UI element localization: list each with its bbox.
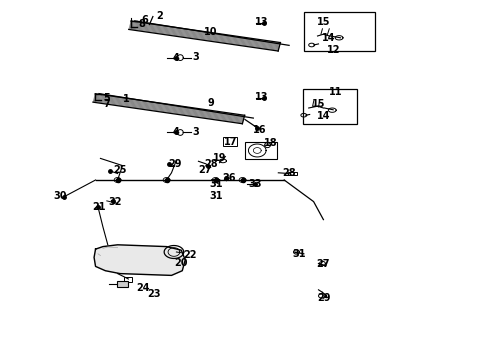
Bar xyxy=(223,137,237,146)
Text: 28: 28 xyxy=(282,168,296,178)
Text: 14: 14 xyxy=(321,33,335,43)
Text: 17: 17 xyxy=(223,137,237,147)
Text: 4: 4 xyxy=(173,53,180,63)
Text: 32: 32 xyxy=(108,197,122,207)
Text: 25: 25 xyxy=(113,165,127,175)
Text: 3: 3 xyxy=(193,52,199,62)
Bar xyxy=(124,277,132,282)
Text: 19: 19 xyxy=(213,153,226,163)
Text: 26: 26 xyxy=(222,173,236,183)
Text: 20: 20 xyxy=(174,258,188,268)
Text: 1: 1 xyxy=(123,94,130,104)
Text: 22: 22 xyxy=(183,250,197,260)
Text: 30: 30 xyxy=(53,191,67,201)
Text: 14: 14 xyxy=(317,111,330,121)
Text: 8: 8 xyxy=(139,19,146,30)
Text: 6: 6 xyxy=(141,15,148,25)
Text: 23: 23 xyxy=(147,289,161,300)
Text: 3: 3 xyxy=(193,127,199,138)
Text: 29: 29 xyxy=(318,293,331,303)
Text: 31: 31 xyxy=(210,191,223,201)
Text: 21: 21 xyxy=(92,202,106,212)
Text: 28: 28 xyxy=(204,159,218,169)
Text: 27: 27 xyxy=(198,165,212,175)
Text: 24: 24 xyxy=(136,283,150,293)
Bar xyxy=(303,89,357,124)
Text: 18: 18 xyxy=(264,138,277,148)
Text: 31: 31 xyxy=(292,249,306,259)
Text: 7: 7 xyxy=(103,99,110,109)
Text: 15: 15 xyxy=(317,17,330,27)
Text: 13: 13 xyxy=(255,92,269,102)
Text: 16: 16 xyxy=(253,125,267,135)
Text: 4: 4 xyxy=(173,127,180,138)
Bar xyxy=(304,12,375,51)
Text: 11: 11 xyxy=(329,87,343,97)
Text: 9: 9 xyxy=(207,98,214,108)
Text: 31: 31 xyxy=(210,179,223,189)
Text: 10: 10 xyxy=(204,27,218,37)
Text: 2: 2 xyxy=(156,11,163,21)
Text: 15: 15 xyxy=(312,99,325,109)
Text: 12: 12 xyxy=(326,45,340,55)
Text: 5: 5 xyxy=(103,93,110,103)
Bar xyxy=(117,281,128,287)
Text: 29: 29 xyxy=(169,159,182,169)
Text: 13: 13 xyxy=(255,17,269,27)
Bar xyxy=(245,142,277,159)
Text: 33: 33 xyxy=(248,179,262,189)
Bar xyxy=(288,172,297,175)
Polygon shape xyxy=(94,245,185,275)
Text: 27: 27 xyxy=(317,258,330,269)
